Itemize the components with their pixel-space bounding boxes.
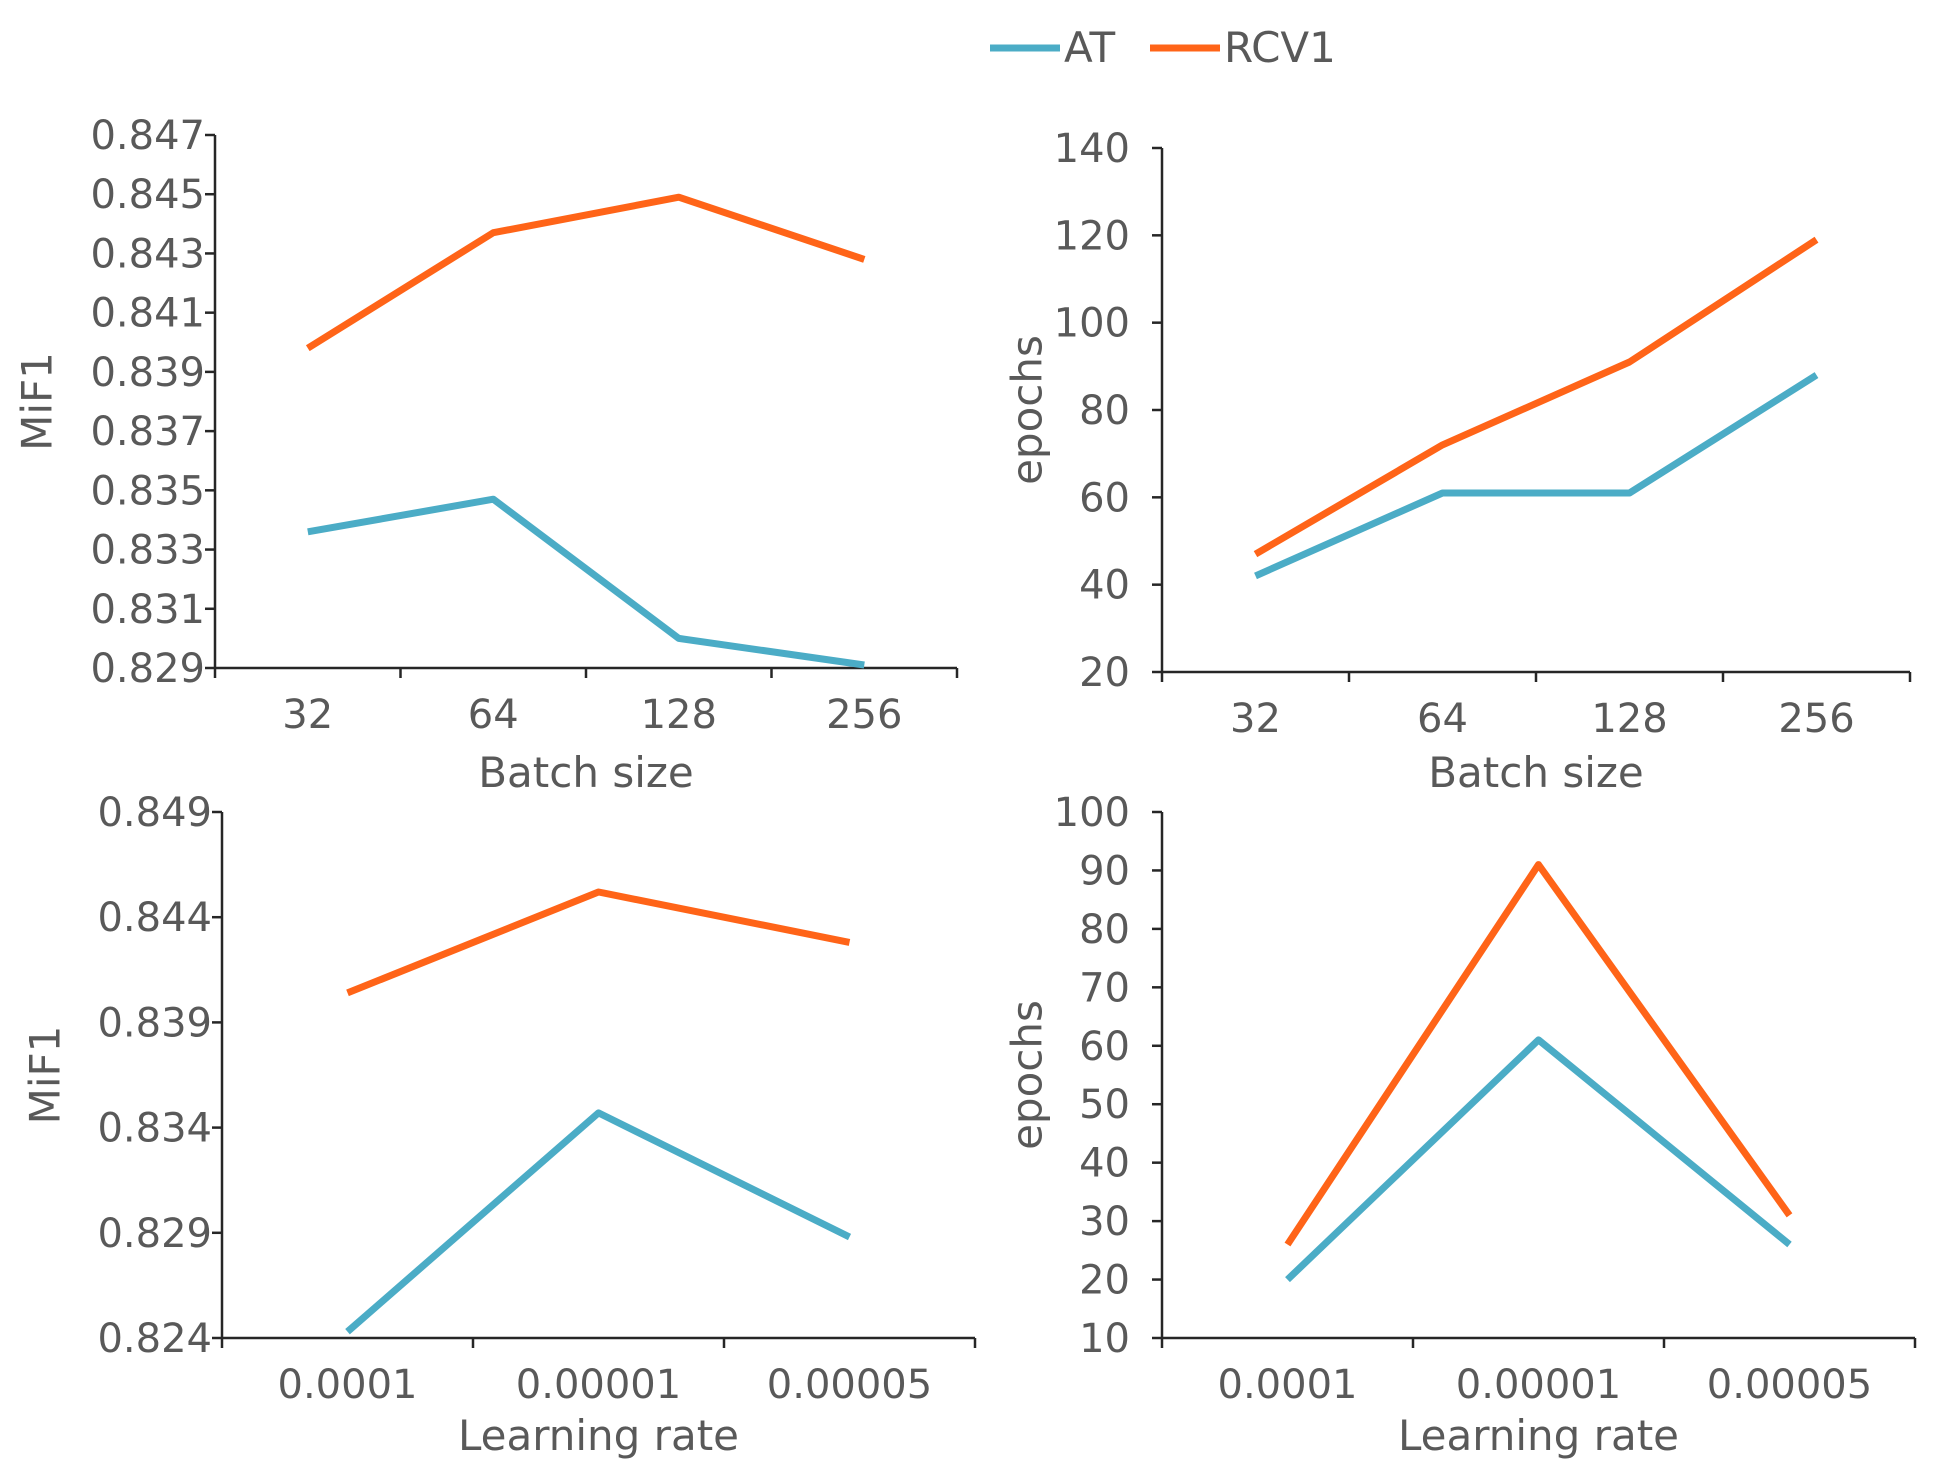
y-tick-label: 40: [1079, 563, 1130, 609]
y-tick-label: 0.837: [90, 409, 205, 455]
y-tick-label: 0.829: [90, 646, 205, 692]
y-axis-title: epochs: [1003, 335, 1052, 485]
y-tick-label: 100: [1054, 301, 1130, 347]
y-tick-label: 40: [1079, 1141, 1130, 1187]
x-axis-title: Learning rate: [458, 1411, 739, 1460]
y-tick-label: 0.831: [90, 587, 205, 633]
y-tick-label: 20: [1079, 650, 1130, 696]
series-line-rcv1: [346, 888, 851, 997]
series-line-rcv1: [1284, 861, 1793, 1247]
legend: AT RCV1: [990, 23, 1336, 72]
x-tick-label: 64: [468, 692, 519, 738]
x-axis-title: Batch size: [1428, 748, 1644, 797]
y-tick-label: 0.833: [90, 528, 205, 574]
y-tick-label: 30: [1079, 1199, 1130, 1245]
y-tick-label: 10: [1079, 1316, 1130, 1362]
y-tick-label: 0.841: [90, 291, 205, 337]
x-tick-label: 0.0001: [278, 1362, 418, 1408]
series-line-at: [307, 495, 865, 669]
series-line-rcv1: [305, 193, 866, 352]
y-tick-label: 0.835: [90, 468, 205, 514]
x-tick-label: 128: [641, 692, 717, 738]
y-axis-title: MiF1: [21, 1026, 70, 1125]
x-tick-label: 0.0001: [1218, 1362, 1358, 1408]
x-tick-label: 32: [282, 692, 333, 738]
series-line-at: [345, 1109, 852, 1335]
y-tick-label: 120: [1054, 213, 1130, 259]
y-tick-label: 0.834: [97, 1106, 212, 1152]
y-tick-label: 0.824: [97, 1316, 212, 1362]
chart-lr-mif1: 0.824 0.829 0.834 0.839 0.844 0.849 0.0001 0.00…: [21, 790, 977, 1460]
x-tick-label: 256: [1778, 696, 1854, 742]
y-tick-label: 60: [1079, 1024, 1130, 1070]
x-tick-label: 256: [826, 692, 902, 738]
y-axis-title: epochs: [1003, 1000, 1052, 1150]
y-tick-label: 0.844: [97, 895, 212, 941]
y-tick-label: 0.845: [90, 172, 205, 218]
chart-lr-epochs: 10 20 30 40 50 60 70 80 90 100 0.0001 0.00001 0.0000…: [1003, 790, 1917, 1460]
x-tick-label: 0.00005: [767, 1362, 932, 1408]
x-tick-label: 32: [1230, 696, 1281, 742]
y-tick-label: 100: [1054, 790, 1130, 836]
legend-label-at: AT: [1064, 23, 1115, 72]
x-axis-title: Batch size: [478, 748, 694, 797]
y-tick-label: 70: [1079, 965, 1130, 1011]
y-tick-label: 60: [1079, 475, 1130, 521]
legend-label-rcv1: RCV1: [1224, 23, 1336, 72]
y-axis-title: MiF1: [13, 352, 62, 451]
y-tick-label: 0.849: [97, 790, 212, 836]
series-line-rcv1: [1253, 236, 1819, 558]
chart-batch-mif1: 0.829 0.831 0.833 0.835 0.837 0.839 0.841 0.843…: [13, 113, 959, 797]
series-line-at: [1285, 1036, 1792, 1283]
y-tick-label: 0.829: [97, 1211, 212, 1257]
y-tick-label: 20: [1079, 1258, 1130, 1304]
y-tick-label: 90: [1079, 848, 1130, 894]
y-tick-label: 50: [1079, 1082, 1130, 1128]
x-tick-label: 128: [1591, 696, 1667, 742]
x-tick-label: 0.00005: [1707, 1362, 1872, 1408]
x-tick-label: 64: [1417, 696, 1468, 742]
x-tick-label: 0.00001: [1456, 1362, 1621, 1408]
y-tick-label: 80: [1079, 388, 1130, 434]
x-tick-label: 0.00001: [516, 1362, 681, 1408]
y-tick-label: 0.839: [97, 1000, 212, 1046]
y-tick-label: 0.839: [90, 350, 205, 396]
y-tick-label: 140: [1054, 126, 1130, 172]
y-tick-label: 80: [1079, 907, 1130, 953]
x-axis-title: Learning rate: [1398, 1411, 1679, 1460]
y-tick-label: 0.847: [90, 113, 205, 159]
chart-batch-epochs: 20 40 60 80 100 120 140 32 64 128 256 Batch size epo…: [1003, 126, 1912, 797]
y-tick-label: 0.843: [90, 231, 205, 277]
series-line-at: [1254, 372, 1819, 580]
